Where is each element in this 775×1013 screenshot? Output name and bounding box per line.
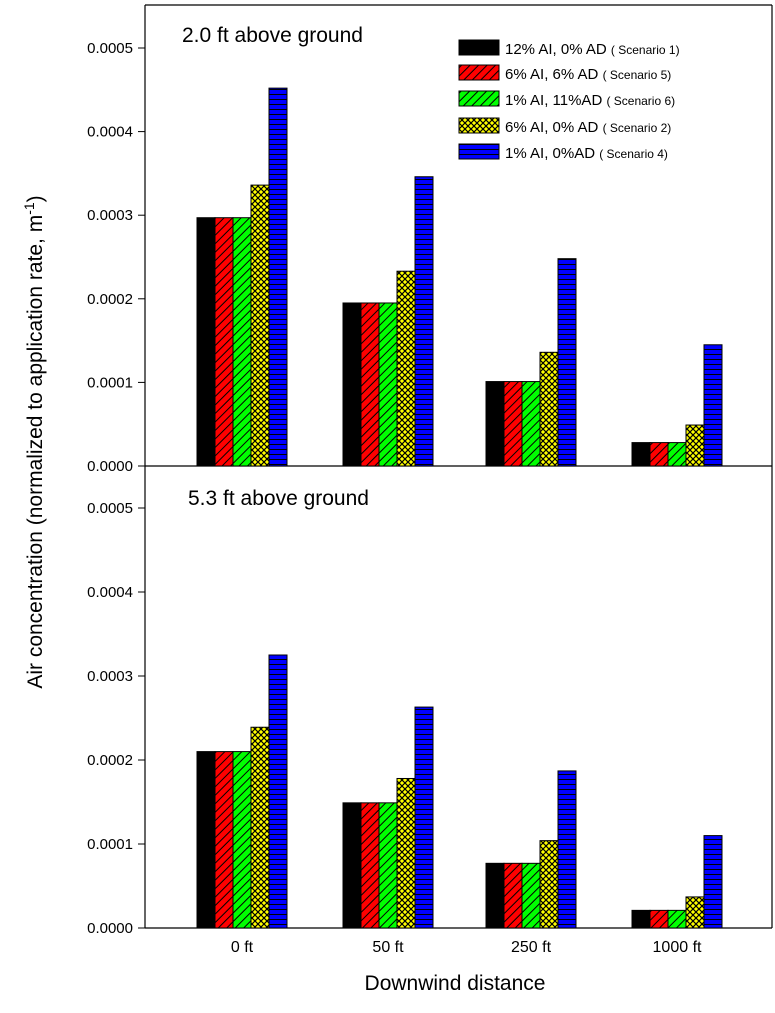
bar bbox=[557, 770, 577, 929]
x-axis-label: Downwind distance bbox=[365, 972, 546, 995]
legend-label-main: 6% AI, 6% AD bbox=[505, 66, 603, 83]
y-tick-label: 0.0004 bbox=[87, 584, 133, 601]
bar bbox=[485, 381, 505, 467]
bar bbox=[268, 654, 288, 929]
bar bbox=[268, 87, 288, 467]
y-axis-label-closing: ) bbox=[24, 195, 47, 202]
legend-label-note: ( Scenario 1) bbox=[611, 43, 680, 57]
legend-swatch bbox=[458, 64, 500, 81]
legend-swatch bbox=[458, 117, 500, 134]
top-panel: 0.0000 0.0001 0.0002 0.0003 0.0004 0.0005 bbox=[87, 4, 773, 475]
bar bbox=[685, 424, 705, 467]
y-axis-label: Air concentration (normalized to applica… bbox=[21, 195, 47, 688]
bar bbox=[685, 896, 705, 929]
bar bbox=[649, 909, 669, 929]
bar bbox=[232, 217, 252, 467]
legend-label-main: 1% AI, 0%AD bbox=[505, 145, 599, 162]
x-tick-label: 250 ft bbox=[511, 939, 552, 956]
legend: 12% AI, 0% AD ( Scenario 1) 6% AI, 6% AD … bbox=[458, 39, 680, 162]
y-tick-label: 0.0000 bbox=[87, 920, 133, 937]
y-tick-label: 0.0003 bbox=[87, 668, 133, 685]
legend-label: 6% AI, 6% AD ( Scenario 5) bbox=[505, 66, 671, 83]
legend-label: 12% AI, 0% AD ( Scenario 1) bbox=[505, 41, 680, 58]
bar bbox=[703, 344, 723, 467]
bar bbox=[360, 802, 380, 929]
bar bbox=[214, 217, 234, 467]
bar bbox=[703, 835, 723, 929]
y-axis-label-main: Air concentration (normalized to applica… bbox=[24, 215, 47, 689]
bar bbox=[539, 351, 559, 467]
legend-label-main: 12% AI, 0% AD bbox=[505, 41, 611, 58]
x-tick-label: 50 ft bbox=[372, 939, 404, 956]
y-tick-label: 0.0005 bbox=[87, 40, 133, 57]
panel-annotation-top: 2.0 ft above ground bbox=[182, 24, 363, 47]
legend-label: 1% AI, 11%AD ( Scenario 6) bbox=[505, 92, 675, 109]
x-tick-label: 1000 ft bbox=[653, 939, 702, 956]
y-tick-label: 0.0003 bbox=[87, 207, 133, 224]
bar bbox=[360, 302, 380, 467]
legend-label-main: 6% AI, 0% AD bbox=[505, 119, 603, 136]
bar bbox=[232, 751, 252, 929]
y-tick-label: 0.0000 bbox=[87, 458, 133, 475]
bar bbox=[414, 706, 434, 929]
x-tick-label: 0 ft bbox=[231, 939, 254, 956]
bar bbox=[196, 217, 216, 467]
bar bbox=[667, 442, 687, 467]
bar bbox=[342, 802, 362, 929]
bar bbox=[378, 802, 398, 929]
y-tick-label: 0.0001 bbox=[87, 836, 133, 853]
bar bbox=[342, 302, 362, 467]
bar bbox=[649, 442, 669, 467]
bar bbox=[667, 909, 687, 929]
bar bbox=[631, 442, 651, 467]
bar bbox=[396, 270, 416, 467]
bar bbox=[378, 302, 398, 467]
panel-annotation-bottom: 5.3 ft above ground bbox=[188, 487, 369, 510]
bar bbox=[214, 751, 234, 929]
y-axis-label-superscript: -1 bbox=[21, 202, 37, 215]
legend-label-note: ( Scenario 5) bbox=[603, 68, 672, 82]
bottom-panel: 0.0000 0.0001 0.0002 0.0003 0.0004 0.0005 0 ft… bbox=[87, 466, 773, 956]
bar bbox=[414, 176, 434, 467]
legend-label-main: 1% AI, 11%AD bbox=[505, 92, 606, 109]
bar bbox=[503, 862, 523, 929]
y-tick-label: 0.0005 bbox=[87, 500, 133, 517]
legend-swatch bbox=[458, 39, 500, 56]
legend-swatch bbox=[458, 90, 500, 107]
bar bbox=[631, 909, 651, 929]
legend-label: 6% AI, 0% AD ( Scenario 2) bbox=[505, 119, 671, 136]
y-tick-label: 0.0002 bbox=[87, 752, 133, 769]
bar bbox=[396, 777, 416, 929]
bar bbox=[196, 751, 216, 929]
legend-label-note: ( Scenario 2) bbox=[603, 121, 672, 135]
y-tick-label: 0.0002 bbox=[87, 291, 133, 308]
legend-label: 1% AI, 0%AD ( Scenario 4) bbox=[505, 145, 668, 162]
legend-swatch bbox=[458, 143, 500, 160]
y-tick-label: 0.0001 bbox=[87, 374, 133, 391]
bar bbox=[521, 862, 541, 929]
y-tick-label: 0.0004 bbox=[87, 124, 133, 141]
legend-label-note: ( Scenario 6) bbox=[606, 94, 675, 108]
bar bbox=[521, 381, 541, 467]
bar bbox=[503, 381, 523, 467]
bar bbox=[250, 726, 270, 929]
legend-label-note: ( Scenario 4) bbox=[599, 147, 668, 161]
bar bbox=[557, 258, 577, 467]
bar bbox=[485, 862, 505, 929]
bar bbox=[250, 184, 270, 467]
bar bbox=[539, 840, 559, 929]
